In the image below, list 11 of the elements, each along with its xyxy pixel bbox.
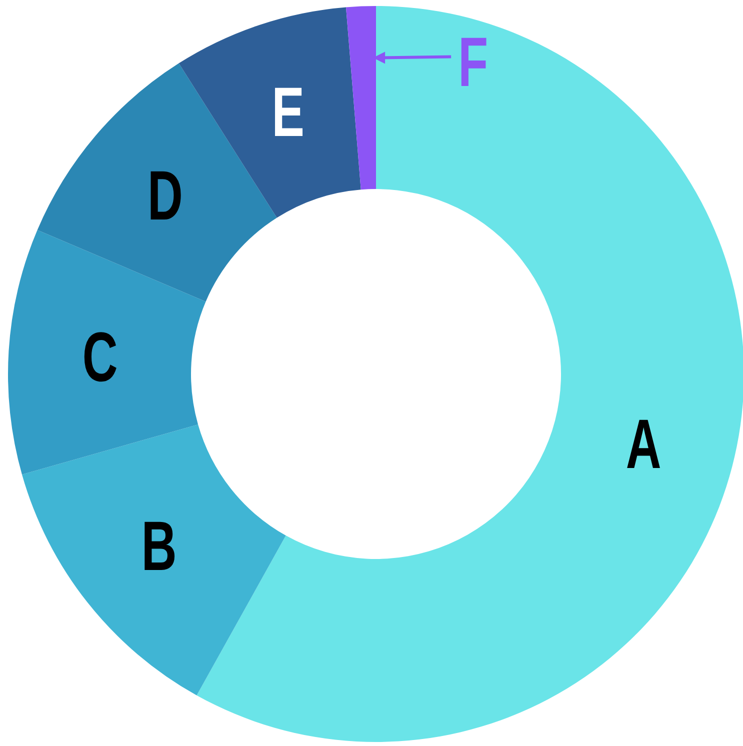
slice-label: D: [147, 156, 183, 234]
donut-slice: [37, 63, 277, 302]
slice-label: B: [141, 506, 177, 585]
slice-label: A: [626, 404, 662, 483]
slice-label: C: [82, 317, 118, 396]
donut-slice: [196, 6, 743, 742]
donut-slice: [8, 230, 206, 474]
slice-label: E: [272, 72, 304, 152]
donut-slice: [346, 6, 376, 190]
legend-label: F: [458, 22, 488, 101]
donut-slice: [22, 424, 286, 696]
